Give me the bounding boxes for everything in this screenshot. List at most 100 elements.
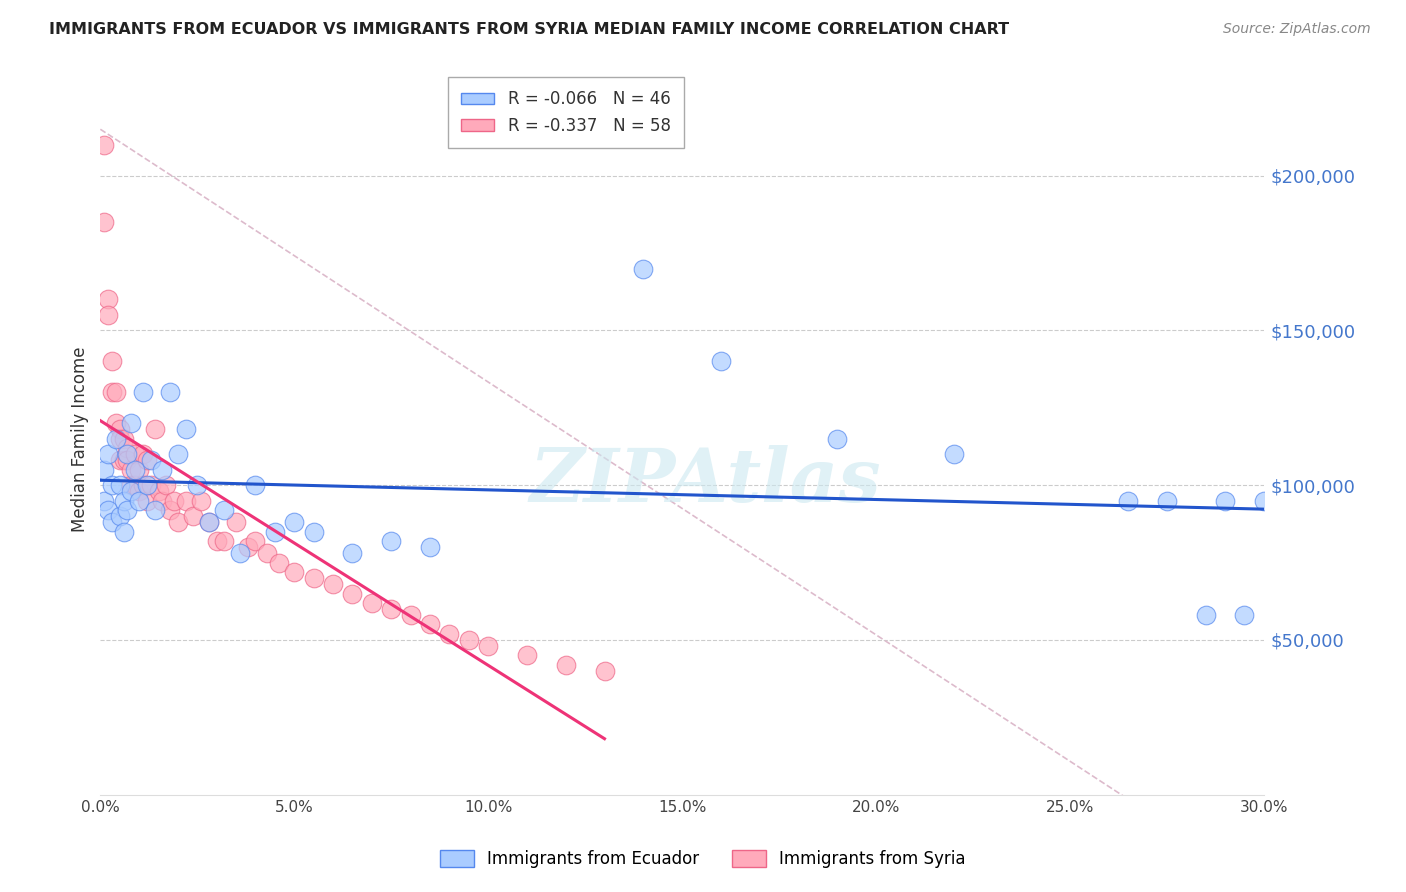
Point: [124, 463, 146, 477]
Point: [97, 293, 120, 307]
Point: [97, 503, 120, 517]
Point: [159, 385, 181, 400]
Point: [477, 639, 499, 653]
Point: [108, 453, 131, 467]
Point: [108, 432, 131, 446]
Point: [633, 261, 655, 276]
Point: [198, 516, 221, 530]
Point: [112, 432, 135, 446]
Point: [135, 478, 157, 492]
Point: [112, 524, 135, 539]
Point: [135, 493, 157, 508]
Point: [174, 422, 197, 436]
Point: [342, 546, 364, 560]
Point: [1253, 493, 1275, 508]
Point: [214, 533, 236, 548]
Point: [190, 493, 212, 508]
Legend: Immigrants from Ecuador, Immigrants from Syria: Immigrants from Ecuador, Immigrants from…: [433, 843, 973, 875]
Point: [167, 447, 190, 461]
Point: [132, 385, 155, 400]
Point: [101, 478, 124, 492]
Point: [159, 503, 181, 517]
Point: [104, 417, 127, 431]
Point: [245, 533, 267, 548]
Point: [229, 546, 252, 560]
Point: [399, 608, 422, 623]
Text: ZIPAtlas: ZIPAtlas: [530, 445, 882, 517]
Point: [108, 478, 131, 492]
Point: [1213, 493, 1236, 508]
Point: [112, 453, 135, 467]
Point: [117, 503, 139, 517]
Point: [152, 493, 174, 508]
Point: [516, 648, 538, 663]
Point: [128, 463, 150, 477]
Point: [710, 354, 733, 368]
Point: [419, 540, 441, 554]
Point: [263, 524, 285, 539]
Point: [225, 516, 247, 530]
Text: IMMIGRANTS FROM ECUADOR VS IMMIGRANTS FROM SYRIA MEDIAN FAMILY INCOME CORRELATIO: IMMIGRANTS FROM ECUADOR VS IMMIGRANTS FR…: [49, 22, 1010, 37]
Point: [148, 484, 170, 499]
Point: [117, 453, 139, 467]
Point: [214, 503, 236, 517]
Point: [120, 478, 142, 492]
Point: [302, 524, 325, 539]
Point: [128, 493, 150, 508]
Point: [117, 441, 139, 455]
Point: [93, 215, 115, 229]
Point: [93, 137, 115, 152]
Point: [256, 546, 278, 560]
Point: [101, 354, 124, 368]
Point: [205, 533, 228, 548]
Point: [128, 484, 150, 499]
Point: [93, 463, 115, 477]
Point: [457, 632, 479, 647]
Point: [132, 447, 155, 461]
Point: [124, 478, 146, 492]
Point: [120, 484, 142, 499]
Point: [439, 626, 461, 640]
Point: [101, 385, 124, 400]
Point: [554, 657, 576, 672]
Point: [132, 478, 155, 492]
Point: [101, 516, 124, 530]
Point: [1233, 608, 1256, 623]
Point: [152, 463, 174, 477]
Point: [342, 586, 364, 600]
Point: [198, 516, 221, 530]
Point: [1156, 493, 1178, 508]
Point: [183, 509, 205, 524]
Legend: R = -0.066   N = 46, R = -0.337   N = 58: R = -0.066 N = 46, R = -0.337 N = 58: [447, 77, 683, 148]
Point: [942, 447, 965, 461]
Point: [135, 453, 157, 467]
Y-axis label: Median Family Income: Median Family Income: [72, 346, 89, 532]
Point: [267, 556, 290, 570]
Point: [593, 664, 616, 678]
Point: [93, 493, 115, 508]
Point: [186, 478, 208, 492]
Point: [104, 432, 127, 446]
Point: [1116, 493, 1139, 508]
Point: [97, 447, 120, 461]
Point: [143, 503, 166, 517]
Point: [108, 422, 131, 436]
Point: [322, 577, 344, 591]
Point: [163, 493, 186, 508]
Text: Source: ZipAtlas.com: Source: ZipAtlas.com: [1223, 22, 1371, 37]
Point: [360, 596, 382, 610]
Point: [380, 602, 402, 616]
Point: [124, 447, 146, 461]
Point: [1194, 608, 1216, 623]
Point: [825, 432, 848, 446]
Point: [245, 478, 267, 492]
Point: [155, 478, 177, 492]
Point: [112, 493, 135, 508]
Point: [139, 478, 162, 492]
Point: [283, 565, 305, 579]
Point: [419, 617, 441, 632]
Point: [302, 571, 325, 585]
Point: [380, 533, 402, 548]
Point: [167, 516, 190, 530]
Point: [174, 493, 197, 508]
